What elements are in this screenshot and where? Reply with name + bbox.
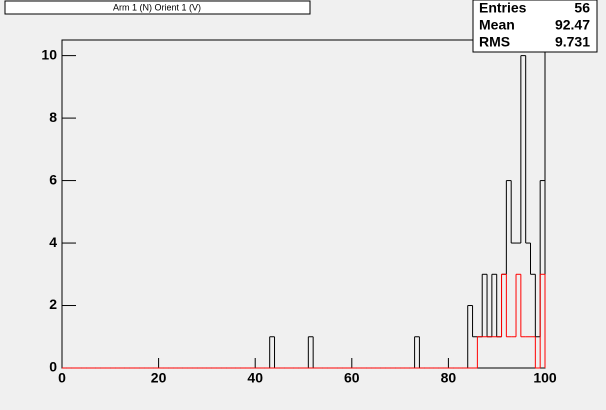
stats-box (472, 0, 598, 53)
y-tick-label: 6 (49, 171, 57, 187)
stat-value: 9.731 (555, 34, 590, 50)
y-tick-label: 0 (49, 359, 57, 375)
y-tick-label: 4 (49, 234, 57, 250)
y-tick-label: 2 (49, 296, 57, 312)
y-tick-label: 10 (41, 46, 57, 62)
x-tick-label: 40 (247, 370, 263, 386)
stat-name: RMS (479, 34, 510, 50)
stat-name: Entries (479, 0, 527, 16)
title-box (4, 0, 311, 15)
stat-name: Mean (479, 17, 515, 33)
stat-value: 56 (574, 0, 590, 16)
x-tick-label: 80 (441, 370, 457, 386)
title: Arm 1 (N) Orient 1 (V) (113, 2, 201, 12)
stat-value: 92.47 (555, 17, 590, 33)
x-tick-label: 0 (58, 370, 66, 386)
x-tick-label: 60 (344, 370, 360, 386)
x-tick-label: 100 (533, 370, 557, 386)
x-tick-label: 20 (151, 370, 167, 386)
y-tick-label: 8 (49, 109, 57, 125)
